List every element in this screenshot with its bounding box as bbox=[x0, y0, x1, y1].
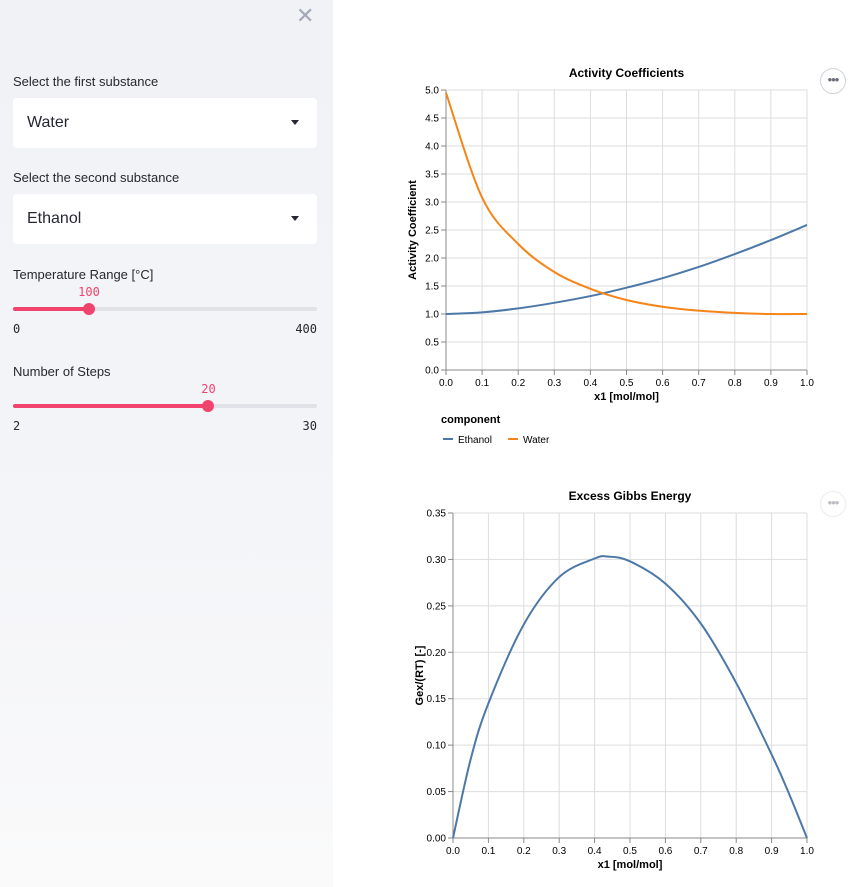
first-substance-value: Water bbox=[27, 114, 70, 131]
slider-max: 30 bbox=[302, 419, 317, 433]
slider-track bbox=[13, 307, 317, 311]
x-tick-label: 0.9 bbox=[765, 846, 779, 857]
first-substance-label: Select the first substance bbox=[13, 74, 159, 89]
y-tick-label: 0.00 bbox=[427, 834, 447, 845]
legend-label: Ethanol bbox=[458, 435, 492, 446]
x-tick-label: 0.5 bbox=[620, 378, 634, 389]
slider-min: 2 bbox=[13, 419, 21, 433]
x-tick-label: 0.2 bbox=[517, 846, 531, 857]
x-tick-label: 0.7 bbox=[692, 378, 706, 389]
slider-value: 100 bbox=[78, 285, 100, 299]
series-line-ethanol bbox=[445, 224, 808, 315]
x-tick-label: 0.4 bbox=[588, 846, 602, 857]
y-tick-label: 0.30 bbox=[427, 555, 447, 566]
x-tick-label: 0.3 bbox=[547, 378, 561, 389]
y-tick-label: 0.5 bbox=[425, 338, 439, 349]
y-tick-label: 4.0 bbox=[425, 142, 439, 153]
chart-title: Excess Gibbs Energy bbox=[569, 489, 692, 503]
x-tick-label: 1.0 bbox=[800, 846, 814, 857]
excess-gibbs-energy-chart: Excess Gibbs Energy 0.0 0.1 0.2 0.3 0.4 0.5 0.6… bbox=[414, 489, 814, 871]
x-tick-label: 0.1 bbox=[481, 846, 495, 857]
x-axis-label: x1 [mol/mol] bbox=[594, 391, 659, 403]
series-line-water bbox=[445, 92, 808, 316]
slider-value: 20 bbox=[201, 382, 216, 396]
y-tick-label: 0.05 bbox=[427, 787, 447, 798]
y-tick-label: 2.5 bbox=[425, 226, 439, 237]
y-tick-label: 4.5 bbox=[425, 114, 439, 125]
slider-thumb[interactable] bbox=[202, 400, 215, 412]
y-tick-label: 1.0 bbox=[425, 310, 439, 321]
slider-thumb[interactable] bbox=[83, 303, 95, 315]
chart-title: Activity Coefficients bbox=[569, 66, 685, 80]
second-substance-label: Select the second substance bbox=[13, 170, 180, 185]
y-tick-label: 2.0 bbox=[425, 254, 439, 265]
x-tick-label: 1.0 bbox=[800, 378, 814, 389]
y-tick-label: 0.35 bbox=[427, 509, 447, 520]
first-substance-select[interactable]: Water bbox=[13, 98, 317, 148]
y-tick-label: 3.5 bbox=[425, 170, 439, 181]
caret-down-icon bbox=[291, 216, 299, 221]
x-tick-label: 0.7 bbox=[694, 846, 708, 857]
slider-fill bbox=[13, 404, 209, 408]
y-tick-label: 0.20 bbox=[427, 648, 447, 659]
close-sidebar-icon[interactable]: ✕ bbox=[296, 3, 315, 28]
caret-down-icon bbox=[291, 120, 299, 125]
x-tick-label: 0.8 bbox=[728, 378, 742, 389]
number-of-steps-label: Number of Steps bbox=[13, 364, 111, 379]
legend-label: Water bbox=[523, 435, 550, 446]
x-tick-label: 0.1 bbox=[475, 378, 489, 389]
slider-max: 400 bbox=[295, 322, 317, 336]
x-tick-label: 0.9 bbox=[764, 378, 778, 389]
y-tick-label: 0.0 bbox=[425, 366, 439, 377]
x-tick-label: 0.2 bbox=[511, 378, 525, 389]
x-tick-label: 0.5 bbox=[623, 846, 637, 857]
x-tick-label: 0.3 bbox=[552, 846, 566, 857]
sidebar: ✕ Select the first substance Water Selec… bbox=[0, 0, 333, 887]
x-tick-label: 0.6 bbox=[656, 378, 670, 389]
x-tick-label: 0.8 bbox=[729, 846, 743, 857]
slider-min: 0 bbox=[13, 322, 21, 336]
y-axis-label: Activity Coefficient bbox=[407, 180, 419, 280]
chart-menu-icon[interactable]: ••• bbox=[820, 491, 846, 517]
series-line-gex bbox=[452, 555, 808, 839]
y-tick-label: 1.5 bbox=[425, 282, 439, 293]
chart-menu-icon[interactable]: ••• bbox=[820, 68, 846, 94]
steps-slider[interactable]: 20 2 30 bbox=[13, 382, 317, 445]
x-tick-label: 0.6 bbox=[658, 846, 672, 857]
temperature-range-label: Temperature Range [°C] bbox=[13, 267, 154, 282]
y-tick-label: 0.10 bbox=[427, 741, 447, 752]
y-tick-label: 3.0 bbox=[425, 198, 439, 209]
y-tick-label: 0.25 bbox=[427, 601, 447, 612]
second-substance-select[interactable]: Ethanol bbox=[13, 194, 317, 244]
activity-coefficients-chart: Activity Coefficients 0.0 0.1 0.2 0.3 0.4 0.5 0… bbox=[407, 66, 814, 446]
slider-fill bbox=[13, 307, 89, 311]
x-tick-label: 0.0 bbox=[439, 378, 453, 389]
temperature-slider[interactable]: 100 0 400 bbox=[13, 285, 317, 348]
y-tick-label: 5.0 bbox=[425, 86, 439, 97]
x-tick-label: 0.0 bbox=[446, 846, 460, 857]
x-tick-label: 0.4 bbox=[583, 378, 597, 389]
y-tick-label: 0.15 bbox=[427, 694, 447, 705]
legend-title: component bbox=[441, 414, 501, 426]
x-axis-label: x1 [mol/mol] bbox=[598, 859, 663, 871]
y-axis-label: Gex/(RT) [-] bbox=[414, 645, 426, 705]
second-substance-value: Ethanol bbox=[27, 210, 82, 227]
